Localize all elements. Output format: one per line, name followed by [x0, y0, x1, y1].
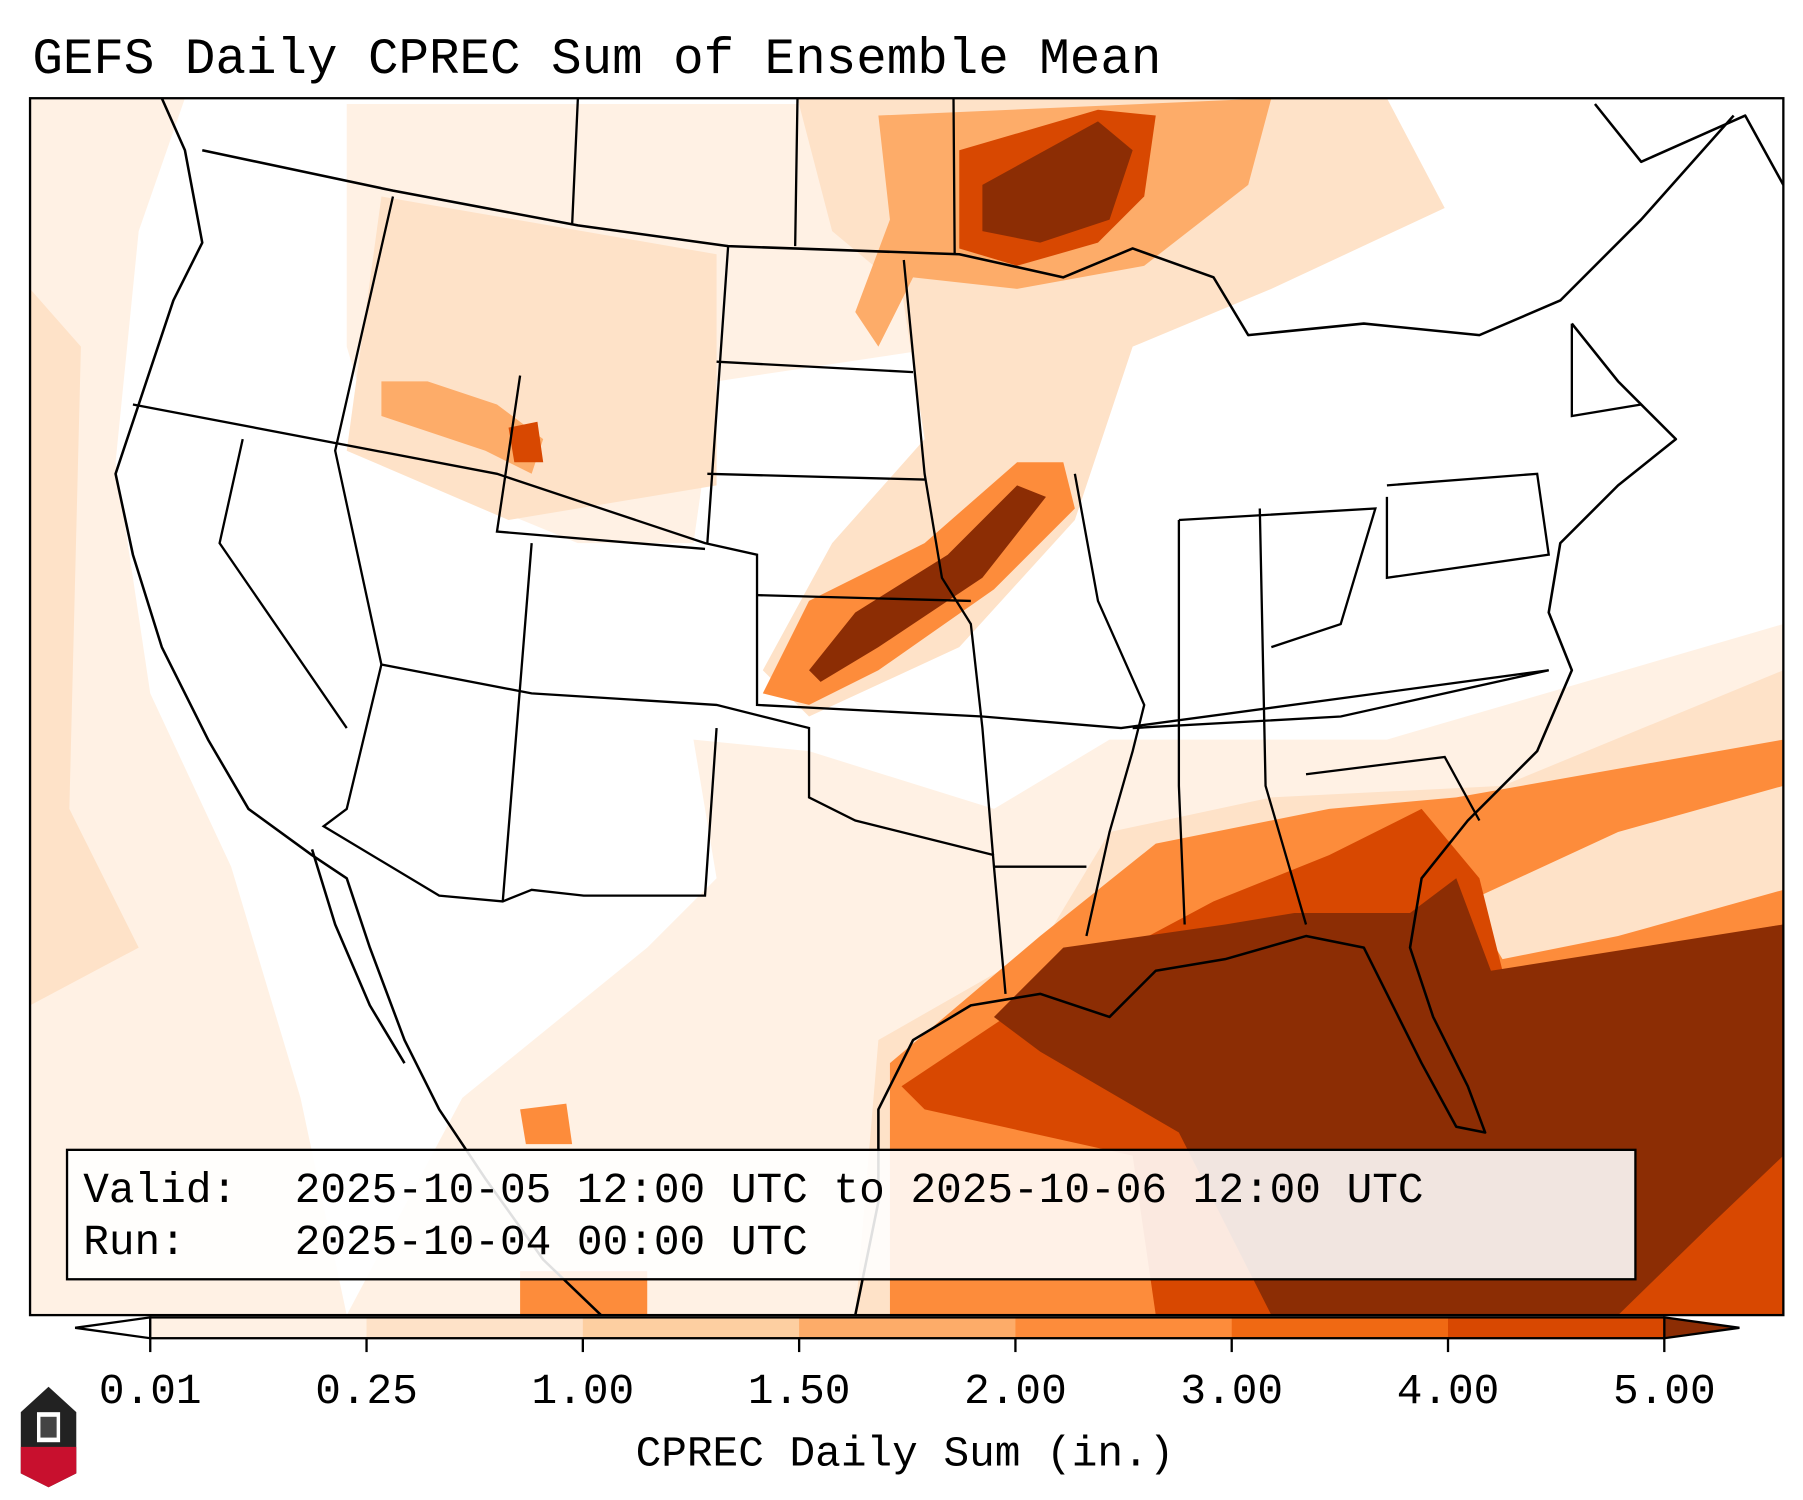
precip-rockies [346, 196, 717, 521]
map-panel [28, 97, 1785, 1317]
colorbar-segment [1231, 1317, 1449, 1339]
colorbar-outline [149, 1316, 1666, 1340]
precip-pacific-2 [30, 288, 139, 1006]
chart-title: GEFS Daily CPREC Sum of Ensemble Mean [32, 32, 1161, 89]
niu-logo [20, 1386, 77, 1488]
run-value: 2025-10-04 00:00 UTC [295, 1218, 808, 1267]
colorbar-segment [1448, 1317, 1665, 1339]
colorbar-tick-label: 0.25 [315, 1367, 418, 1416]
colorbar-tick-label: 1.00 [532, 1367, 635, 1416]
precip-south-edge [520, 1271, 648, 1316]
colorbar-extend-under [74, 1316, 152, 1340]
colorbar-segment [150, 1317, 368, 1339]
colorbar-tick-label: 0.01 [99, 1367, 202, 1416]
colorbar-segment [366, 1317, 584, 1339]
info-box: Valid: 2025-10-05 12:00 UTC to 2025-10-0… [65, 1148, 1637, 1281]
precip-mexico-spot [520, 1103, 573, 1145]
precip-wyoming-core [508, 421, 544, 463]
run-label: Run: [83, 1218, 186, 1267]
map-frame [28, 97, 1785, 1317]
colorbar-segment [799, 1317, 1017, 1339]
colorbar-tick-label: 3.00 [1180, 1367, 1283, 1416]
precip-kansas-dark [809, 485, 1046, 682]
precip-atlantic-light-band [1467, 785, 1784, 960]
valid-label: Valid: [83, 1166, 237, 1215]
colorbar-tick-label: 1.50 [748, 1367, 851, 1416]
precip-plains-core [982, 121, 1133, 243]
colorbar-tick-label: 5.00 [1613, 1367, 1716, 1416]
map-boundaries [114, 98, 1784, 1316]
colorbar: 0.01 0.25 1.00 1.50 2.00 3.00 4.00 5.00 [74, 1316, 1740, 1416]
valid-value: 2025-10-05 12:00 UTC to 2025-10-06 12:00… [295, 1166, 1424, 1215]
colorbar-segment [582, 1317, 800, 1339]
colorbar-label: CPREC Daily Sum (in.) [636, 1429, 1175, 1478]
colorbar-tick-label: 4.00 [1397, 1367, 1500, 1416]
precip-wyoming [381, 381, 544, 474]
colorbar-tick-label: 2.00 [964, 1367, 1067, 1416]
colorbar-extend-over [1663, 1316, 1740, 1340]
precip-pacific [30, 98, 347, 1316]
colorbar-segment [1015, 1317, 1233, 1339]
